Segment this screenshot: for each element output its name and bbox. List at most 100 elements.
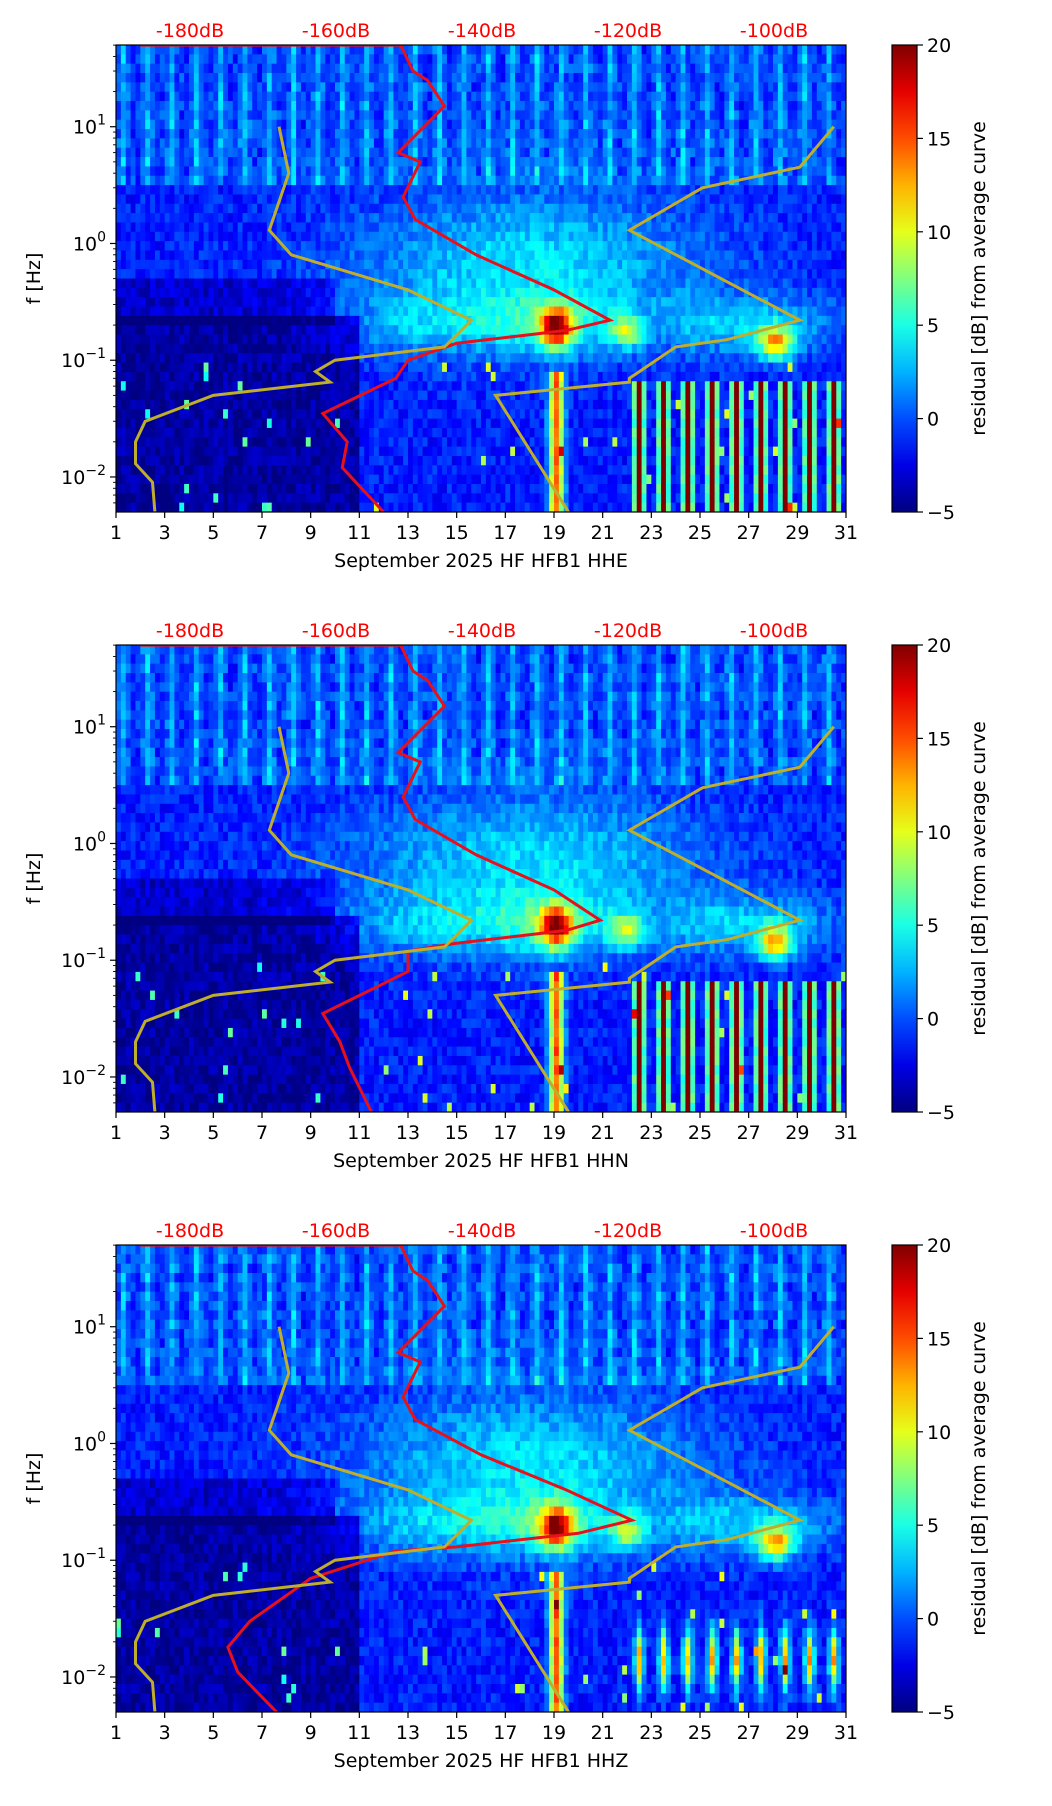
colorbar-tick-label: −5 — [927, 1702, 955, 1724]
top-db-label: -140dB — [448, 620, 516, 642]
heatmap-field — [116, 1245, 846, 1712]
x-tick-label: 3 — [159, 522, 171, 544]
reference-curve-line-2 — [493, 1325, 835, 1712]
x-tick-label: 29 — [785, 1122, 809, 1144]
top-db-label: -160dB — [302, 620, 370, 642]
colorbar-tick-label: 10 — [927, 822, 951, 844]
top-db-label: -120dB — [594, 20, 662, 42]
x-tick-label: 7 — [256, 1722, 268, 1744]
y-tick-label: 10−1 — [61, 946, 106, 972]
reference-curve-line-2 — [493, 125, 835, 512]
x-tick-label: 9 — [305, 522, 317, 544]
x-tick-label: 13 — [396, 1122, 420, 1144]
colorbar-label: residual [dB] from average curve — [968, 1321, 990, 1636]
x-tick-label: 3 — [159, 1122, 171, 1144]
y-axis-label: f [Hz] — [23, 853, 45, 905]
x-axis-label: September 2025 HF HFB1 HHE — [334, 550, 628, 572]
x-tick-label: 15 — [445, 522, 469, 544]
reference-curve-line-1 — [134, 1326, 474, 1712]
x-tick-label: 9 — [305, 1122, 317, 1144]
x-tick-label: 25 — [688, 1722, 712, 1744]
colorbar-tick-label: 20 — [927, 1235, 951, 1257]
x-tick-label: 19 — [542, 1122, 566, 1144]
colorbar-tick-label: −5 — [927, 502, 955, 524]
top-db-label: -120dB — [594, 620, 662, 642]
top-db-label: -180dB — [156, 1220, 224, 1242]
x-tick-label: 21 — [591, 522, 615, 544]
colorbar-tick-label: 15 — [927, 1328, 951, 1350]
colorbar — [891, 44, 918, 513]
x-tick-label: 17 — [493, 1722, 517, 1744]
average-psd-line — [140, 45, 615, 512]
y-tick-label: 10−1 — [61, 1546, 106, 1572]
top-db-label: -160dB — [302, 20, 370, 42]
colorbar-tick-label: 10 — [927, 222, 951, 244]
x-tick-label: 9 — [305, 1722, 317, 1744]
x-tick-label: 19 — [542, 522, 566, 544]
colorbar-tick-label: 20 — [927, 635, 951, 657]
x-tick-label: 31 — [834, 1722, 858, 1744]
y-tick-label: 101 — [73, 713, 106, 739]
x-tick-label: 11 — [347, 522, 371, 544]
x-tick-label: 29 — [785, 522, 809, 544]
colorbar — [891, 1244, 918, 1713]
x-tick-label: 17 — [493, 1122, 517, 1144]
x-tick-label: 5 — [207, 1122, 219, 1144]
x-tick-label: 25 — [688, 522, 712, 544]
spectrogram-panel-3: 1 3 5 7 9 11 13 15 17 19 21 23 25 27 29 3110−210−110010… — [23, 1220, 990, 1772]
x-axis-label: September 2025 HF HFB1 HHZ — [334, 1750, 629, 1772]
x-tick-label: 21 — [591, 1722, 615, 1744]
heatmap-field — [116, 645, 846, 1112]
x-tick-label: 7 — [256, 522, 268, 544]
x-tick-label: 17 — [493, 522, 517, 544]
x-tick-label: 1 — [110, 1122, 122, 1144]
reference-curve-line-1 — [134, 126, 474, 512]
y-tick-label: 100 — [73, 1429, 106, 1455]
reference-curve-line-2 — [493, 725, 835, 1112]
x-tick-label: 29 — [785, 1722, 809, 1744]
colorbar-tick-label: 5 — [927, 315, 939, 337]
colorbar-tick-label: 0 — [927, 1009, 939, 1031]
top-db-label: -100dB — [740, 620, 808, 642]
x-tick-label: 23 — [639, 1722, 663, 1744]
colorbar — [891, 644, 918, 1113]
colorbar-label: residual [dB] from average curve — [968, 721, 990, 1036]
x-tick-label: 23 — [639, 522, 663, 544]
x-tick-label: 27 — [737, 1122, 761, 1144]
x-tick-label: 3 — [159, 1722, 171, 1744]
x-tick-label: 31 — [834, 522, 858, 544]
colorbar-tick-label: −5 — [927, 1102, 955, 1124]
y-tick-label: 10−1 — [61, 346, 106, 372]
heatmap-field — [116, 45, 846, 512]
y-tick-label: 10−2 — [61, 1063, 106, 1089]
colorbar-tick-label: 15 — [927, 728, 951, 750]
x-tick-label: 23 — [639, 1122, 663, 1144]
spectrogram-panel-1: 1 3 5 7 9 11 13 15 17 19 21 23 25 27 29 3110−210−110010… — [23, 20, 990, 572]
x-tick-label: 27 — [737, 1722, 761, 1744]
x-tick-label: 13 — [396, 1722, 420, 1744]
top-db-label: -180dB — [156, 620, 224, 642]
reference-curve-line-1 — [134, 726, 474, 1112]
colorbar-tick-label: 5 — [927, 1515, 939, 1537]
top-db-label: -140dB — [448, 1220, 516, 1242]
top-db-label: -120dB — [594, 1220, 662, 1242]
x-tick-label: 1 — [110, 522, 122, 544]
x-tick-label: 25 — [688, 1122, 712, 1144]
x-tick-label: 31 — [834, 1122, 858, 1144]
y-tick-label: 100 — [73, 229, 106, 255]
colorbar-tick-label: 0 — [927, 1609, 939, 1631]
y-axis-label: f [Hz] — [23, 1453, 45, 1505]
y-tick-label: 10−2 — [61, 463, 106, 489]
spectrogram-panel-2: 1 3 5 7 9 11 13 15 17 19 21 23 25 27 29 3110−210−110010… — [23, 620, 990, 1172]
y-tick-label: 100 — [73, 829, 106, 855]
colorbar-tick-label: 20 — [927, 35, 951, 57]
y-tick-label: 101 — [73, 113, 106, 139]
y-tick-label: 10−2 — [61, 1663, 106, 1689]
colorbar-label: residual [dB] from average curve — [968, 121, 990, 436]
x-tick-label: 19 — [542, 1722, 566, 1744]
x-tick-label: 27 — [737, 522, 761, 544]
top-db-label: -180dB — [156, 20, 224, 42]
x-tick-label: 11 — [347, 1722, 371, 1744]
colorbar-tick-label: 0 — [927, 409, 939, 431]
top-db-label: -140dB — [448, 20, 516, 42]
